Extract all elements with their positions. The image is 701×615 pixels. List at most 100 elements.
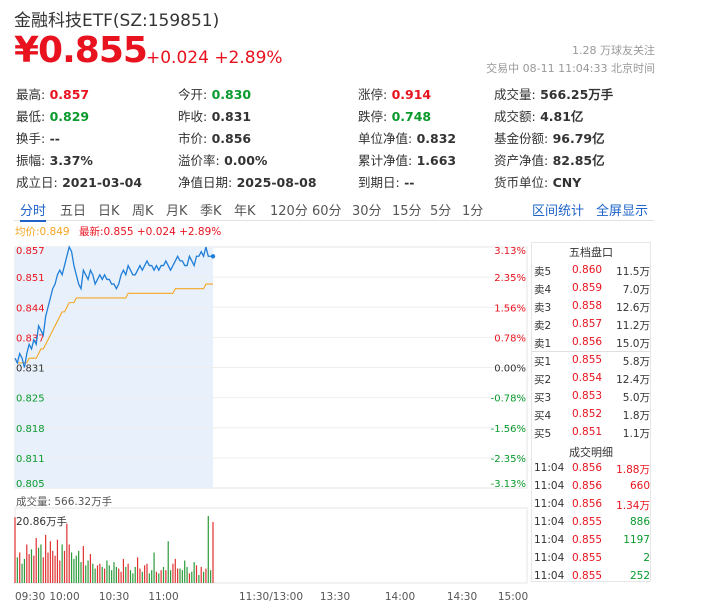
trading-status: 交易中 08-11 11:04:33 北京时间 bbox=[486, 62, 655, 75]
tab-period[interactable]: 5分 bbox=[430, 204, 452, 219]
order-book-row: 买4 0.852 1.8万 bbox=[534, 406, 650, 424]
pct-tick-label: 2.35% bbox=[494, 273, 526, 284]
trade-row: 11:04 0.855 886 bbox=[534, 514, 650, 532]
trade-volume: 1.88万 bbox=[616, 464, 650, 476]
x-tick-label: 11:00 bbox=[148, 591, 178, 603]
trade-row: 11:04 0.855 1197 bbox=[534, 532, 650, 550]
trade-price: 0.856 bbox=[572, 480, 603, 492]
stat-item: 最高: 0.857 bbox=[16, 84, 89, 103]
stat-item: 累计净值: 1.663 bbox=[358, 150, 456, 169]
order-volume: 1.8万 bbox=[622, 410, 650, 422]
order-level-label: 卖4 bbox=[534, 284, 552, 296]
stat-value: 4.81亿 bbox=[535, 109, 584, 124]
x-tick-label: 11:30/13:00 bbox=[239, 591, 303, 603]
stat-value: 0.829 bbox=[45, 109, 90, 124]
order-book-row: 卖5 0.860 11.5万 bbox=[534, 262, 650, 280]
y-tick-label: 0.844 bbox=[16, 303, 45, 314]
stat-value: 2021-03-04 bbox=[57, 175, 143, 190]
tab-period[interactable]: 周K bbox=[132, 204, 154, 219]
order-price: 0.855 bbox=[572, 354, 603, 366]
order-price: 0.853 bbox=[572, 390, 603, 402]
chart-legend: 均价:0.849 最新:0.855 +0.024 +2.89% bbox=[15, 224, 221, 239]
trade-volume: 886 bbox=[629, 516, 650, 528]
y-tick-label: 0.851 bbox=[16, 273, 45, 284]
fund-title: 金融科技ETF(SZ:159851) bbox=[14, 11, 220, 31]
order-book-row: 买5 0.851 1.1万 bbox=[534, 424, 650, 442]
trade-time: 11:04 bbox=[534, 462, 565, 474]
y-tick-label: 0.811 bbox=[16, 454, 45, 465]
order-volume: 7.0万 bbox=[622, 284, 650, 296]
trade-volume: 1197 bbox=[623, 534, 650, 546]
tab-period[interactable]: 月K bbox=[166, 204, 188, 219]
order-book-row: 卖3 0.858 12.6万 bbox=[534, 298, 650, 316]
stat-label: 振幅: bbox=[16, 153, 46, 168]
tab-period[interactable]: 120分 bbox=[270, 204, 308, 219]
order-volume: 11.2万 bbox=[616, 320, 650, 332]
volume-label: 成交量: 566.32万手 bbox=[16, 496, 113, 508]
stat-value: 3.37% bbox=[45, 153, 93, 168]
stat-item: 资产净值: 82.85亿 bbox=[494, 150, 605, 169]
order-book-title: 五档盘口 bbox=[569, 246, 613, 259]
tab-period[interactable]: 年K bbox=[234, 204, 256, 219]
stat-value: 566.25万手 bbox=[535, 87, 614, 102]
order-price: 0.851 bbox=[572, 426, 603, 438]
stat-label: 累计净值: bbox=[358, 153, 413, 168]
stat-value: 0.857 bbox=[45, 87, 90, 102]
order-level-label: 买1 bbox=[534, 356, 552, 368]
stat-item: 成立日: 2021-03-04 bbox=[16, 172, 142, 191]
stat-item: 涨停: 0.914 bbox=[358, 84, 431, 103]
fullscreen-link[interactable]: 全屏显示 bbox=[596, 204, 649, 219]
avg-price-line bbox=[14, 283, 213, 364]
tab-period[interactable]: 30分 bbox=[352, 204, 382, 219]
pct-tick-label: -3.13% bbox=[491, 479, 526, 490]
stat-value: -- bbox=[399, 175, 415, 190]
order-level-label: 买5 bbox=[534, 428, 552, 440]
trade-row: 11:04 0.855 252 bbox=[534, 568, 650, 586]
pct-tick-label: -2.35% bbox=[491, 454, 526, 465]
stat-item: 最低: 0.829 bbox=[16, 106, 89, 125]
y-tick-label: 0.831 bbox=[16, 364, 45, 375]
stat-value: 0.00% bbox=[219, 153, 268, 168]
stat-label: 基金份额: bbox=[494, 131, 549, 146]
trade-price: 0.855 bbox=[572, 516, 603, 528]
trade-time: 11:04 bbox=[534, 552, 565, 564]
tab-period[interactable]: 五日 bbox=[60, 204, 87, 219]
stat-item: 成交额: 4.81亿 bbox=[494, 106, 583, 125]
stat-item: 跌停: 0.748 bbox=[358, 106, 431, 125]
stat-value: 2025-08-08 bbox=[232, 175, 317, 190]
pct-tick-label: 0.00% bbox=[494, 364, 526, 375]
order-level-label: 卖1 bbox=[534, 338, 552, 350]
stat-value: 0.831 bbox=[207, 109, 252, 124]
stat-value: 0.832 bbox=[412, 131, 457, 146]
trade-price: 0.855 bbox=[572, 552, 603, 564]
stat-label: 单位净值: bbox=[358, 131, 413, 146]
pct-tick-label: 3.13% bbox=[494, 246, 526, 257]
trade-time: 11:04 bbox=[534, 534, 565, 546]
tab-period[interactable]: 日K bbox=[98, 204, 120, 219]
pct-tick-label: 0.78% bbox=[494, 333, 526, 344]
price-change: +0.024 +2.89% bbox=[146, 48, 283, 68]
stat-item: 基金份额: 96.79亿 bbox=[494, 128, 605, 147]
trade-volume: 660 bbox=[629, 480, 650, 492]
trade-time: 11:04 bbox=[534, 498, 565, 510]
order-volume: 1.1万 bbox=[622, 428, 650, 440]
order-book-row: 买3 0.853 5.0万 bbox=[534, 388, 650, 406]
order-price: 0.860 bbox=[572, 264, 603, 276]
stat-value: 0.914 bbox=[387, 87, 432, 102]
stat-label: 换手: bbox=[16, 131, 46, 146]
stat-label: 成立日: bbox=[16, 175, 58, 190]
stat-item: 今开: 0.830 bbox=[178, 84, 251, 103]
stat-value: -- bbox=[45, 131, 60, 146]
followers-count[interactable]: 1.28 万球友关注 bbox=[572, 44, 655, 57]
y-tick-label: 0.818 bbox=[16, 424, 45, 435]
tab-period[interactable]: 季K bbox=[200, 204, 222, 219]
trade-time: 11:04 bbox=[534, 480, 565, 492]
side-panel-frame bbox=[531, 242, 651, 582]
interval-stats-link[interactable]: 区间统计 bbox=[532, 204, 585, 219]
tab-period[interactable]: 1分 bbox=[462, 204, 484, 219]
tab-period[interactable]: 15分 bbox=[392, 204, 422, 219]
volume-plot-area bbox=[14, 507, 528, 584]
trade-price: 0.855 bbox=[572, 534, 603, 546]
tab-period[interactable]: 分时 bbox=[20, 200, 47, 222]
tab-period[interactable]: 60分 bbox=[312, 204, 342, 219]
